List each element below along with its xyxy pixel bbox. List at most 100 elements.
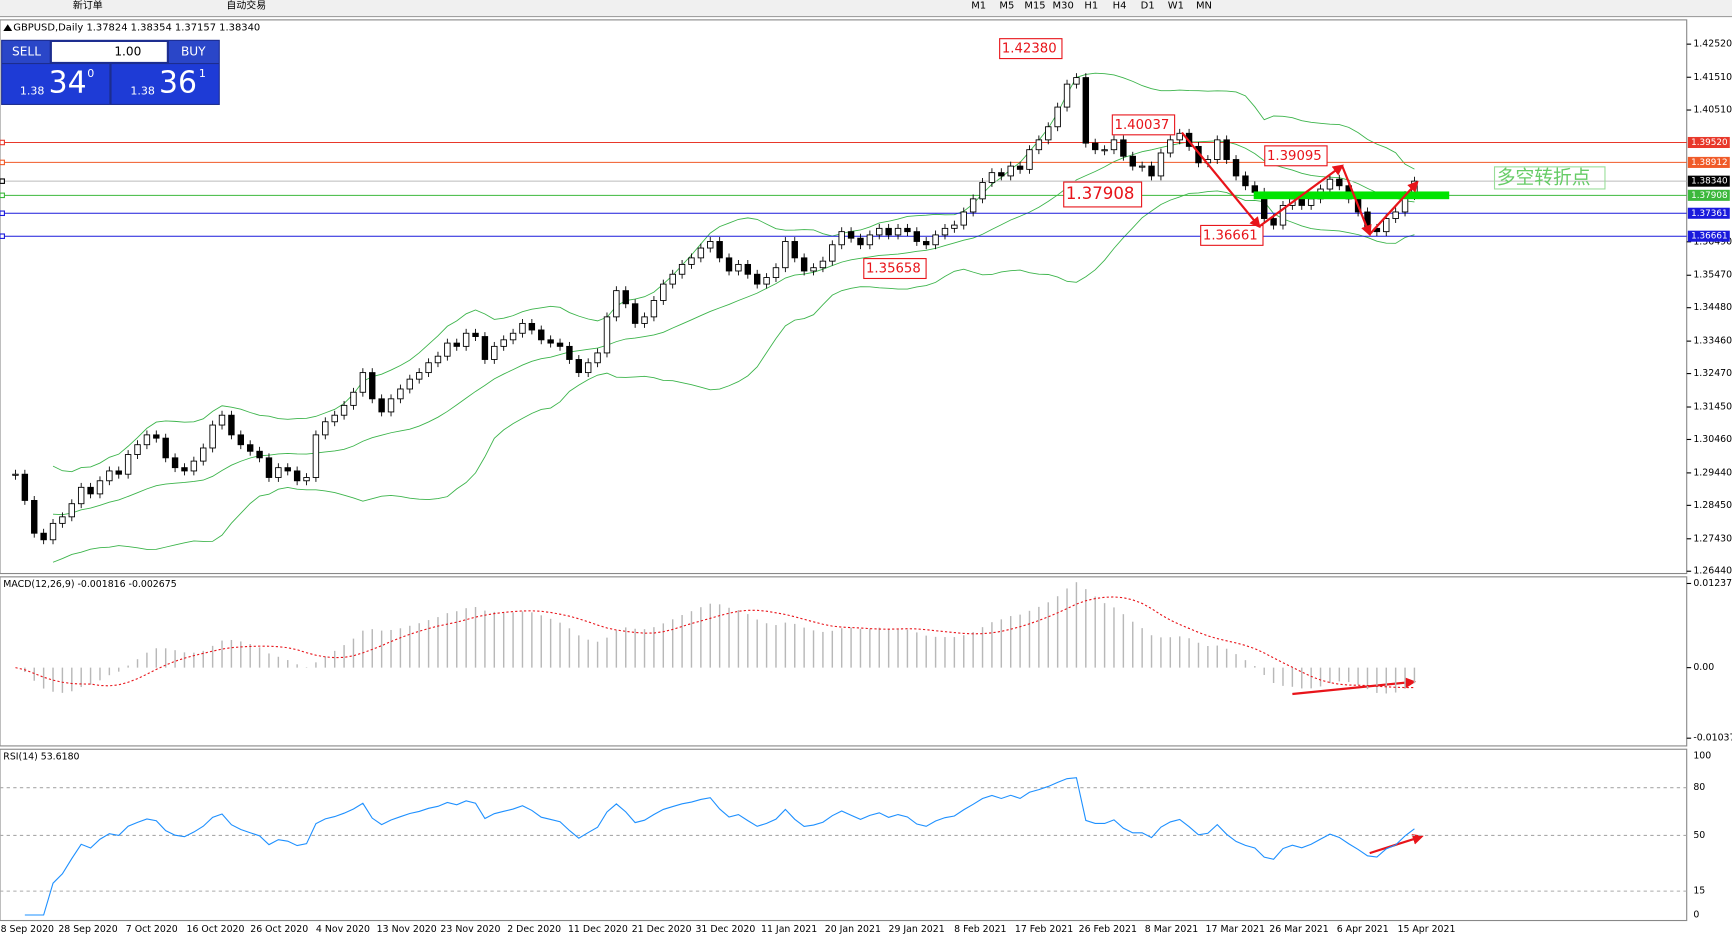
sell-label[interactable]: SELL (12, 44, 41, 58)
candle (547, 339, 554, 344)
level-label-bg (1687, 156, 1730, 168)
candle (1110, 139, 1118, 151)
bollinger-band (52, 72, 1415, 473)
lots-input[interactable] (51, 41, 167, 62)
timeframe-button[interactable]: H1 (1084, 1, 1098, 12)
candle (688, 257, 695, 265)
x-tick-label: 13 Nov 2020 (377, 924, 437, 935)
level-label-bg (1687, 136, 1730, 149)
candle (810, 267, 817, 272)
timeframe-button[interactable]: M5 (999, 1, 1014, 12)
trend-arrow (1368, 180, 1419, 236)
candle (922, 241, 930, 246)
timeframe-button[interactable]: M30 (1053, 1, 1074, 12)
macd-header: MACD(12,26,9) -0.001816 -0.002675 (3, 579, 176, 590)
candle (87, 486, 94, 495)
level-handle (0, 192, 5, 199)
timeframe-button[interactable]: H4 (1113, 1, 1127, 12)
candle (791, 241, 798, 259)
note-box (1493, 166, 1606, 190)
candle (584, 362, 592, 374)
timeframe-button[interactable]: W1 (1168, 1, 1184, 12)
candle (77, 486, 85, 505)
candle (829, 244, 836, 262)
candle (1392, 211, 1399, 219)
main-pane (0, 19, 1688, 575)
candle (406, 378, 414, 390)
y-tick-label: 1.30460 (1693, 434, 1732, 445)
collapse-icon[interactable] (3, 24, 13, 31)
candle (603, 316, 611, 354)
buy-label[interactable]: BUY (181, 44, 206, 58)
sell-button[interactable] (2, 40, 50, 63)
sell-pips: 34 (49, 65, 87, 100)
x-tick-label: 20 Jan 2021 (825, 924, 881, 935)
level-label: 1.38912 (1691, 158, 1728, 168)
buy-price-box[interactable] (111, 64, 219, 104)
toolbar-item[interactable]: 新订单 (73, 0, 103, 12)
x-tick-label: 11 Dec 2020 (568, 924, 628, 935)
candle (124, 454, 132, 475)
candle (12, 473, 19, 476)
candle (115, 470, 122, 475)
candle (904, 227, 911, 233)
buy-big: 1.38 (130, 85, 155, 98)
level-label: 1.38340 (1691, 177, 1728, 187)
x-tick-label: 4 Nov 2020 (316, 924, 370, 935)
annotation: 1.42380 (1002, 42, 1057, 57)
candle (246, 444, 254, 452)
candle (716, 241, 723, 259)
candle (1026, 149, 1033, 170)
candle (1129, 155, 1136, 167)
y-tick-label: 1.35470 (1693, 270, 1732, 281)
toolbar-item[interactable]: 自动交易 (226, 0, 266, 12)
candle (171, 457, 179, 469)
x-tick-label: 18 Sep 2020 (0, 924, 54, 935)
candle (894, 227, 902, 236)
candle (528, 322, 536, 331)
x-tick-label: 26 Feb 2021 (1079, 924, 1137, 935)
timeframe-button[interactable]: D1 (1141, 1, 1155, 12)
timeframe-button[interactable]: M1 (971, 1, 986, 12)
rsi-header: RSI(14) 53.6180 (3, 751, 79, 762)
candle (641, 316, 648, 324)
level-label-bg (1687, 207, 1730, 219)
candle (650, 300, 658, 318)
timeframe-button[interactable]: MN (1196, 1, 1212, 12)
candle (744, 263, 752, 275)
candle (153, 434, 160, 439)
candle (838, 231, 845, 246)
candle (1101, 149, 1108, 152)
y-tick-label: 1.27430 (1693, 533, 1732, 544)
sell-price-box[interactable] (2, 64, 110, 104)
candle (143, 434, 151, 446)
lots[interactable]: 1.00 (114, 44, 141, 58)
candle (134, 444, 141, 455)
candle (669, 273, 676, 285)
candle (481, 336, 489, 360)
annotation-box (1200, 224, 1264, 246)
candle (1307, 198, 1315, 206)
timeframe-button[interactable]: M15 (1024, 1, 1045, 12)
x-tick-label: 16 Oct 2020 (187, 924, 245, 935)
candle (218, 414, 226, 426)
candle (1082, 77, 1090, 144)
trend-arrow (1292, 677, 1417, 696)
x-tick-label: 8 Mar 2021 (1145, 924, 1198, 935)
annotation-box (863, 258, 927, 280)
level-handle (0, 159, 5, 166)
candle (500, 339, 507, 347)
candle (1016, 165, 1024, 170)
x-tick-label: 7 Oct 2020 (126, 924, 178, 935)
candle (1007, 165, 1014, 177)
candle (678, 263, 686, 275)
candle (237, 434, 245, 446)
candle (49, 522, 57, 541)
candle (988, 172, 996, 183)
candle (969, 198, 977, 213)
candle (566, 345, 573, 360)
level-label-bg (1687, 230, 1730, 242)
candle (1073, 77, 1080, 85)
buy-button[interactable] (169, 40, 219, 63)
